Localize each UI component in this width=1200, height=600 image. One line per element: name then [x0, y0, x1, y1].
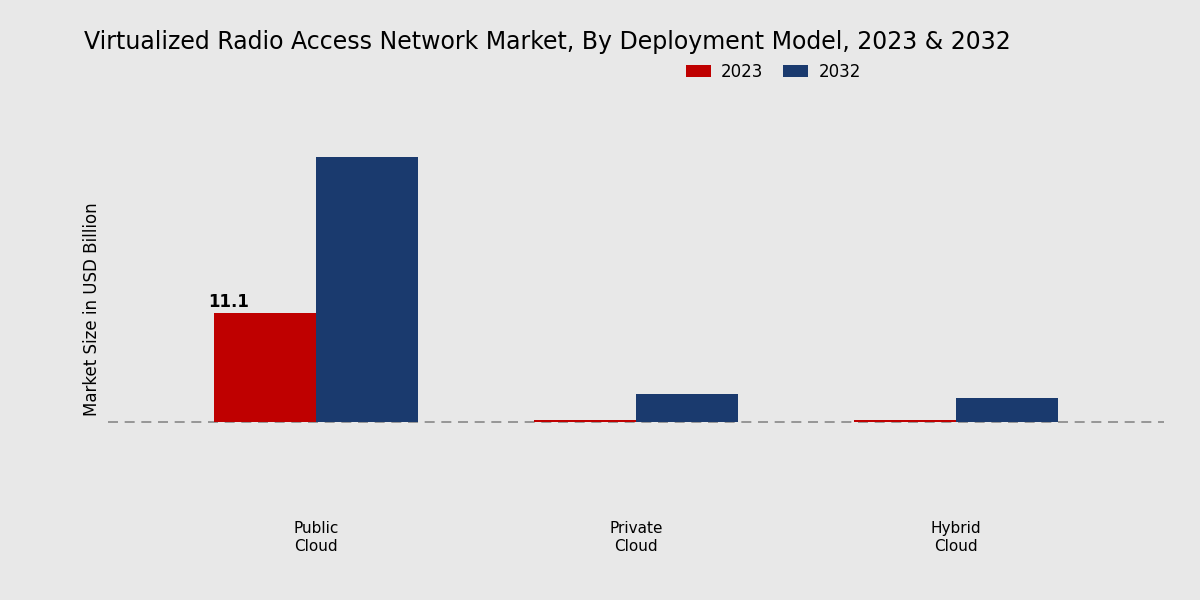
Bar [214, 313, 316, 422]
Bar [534, 420, 636, 422]
Legend: 2023, 2032: 2023, 2032 [679, 56, 868, 88]
Bar [316, 157, 419, 422]
Bar [636, 394, 738, 422]
Bar [956, 398, 1058, 422]
Text: Virtualized Radio Access Network Market, By Deployment Model, 2023 & 2032: Virtualized Radio Access Network Market,… [84, 30, 1010, 54]
Text: 11.1: 11.1 [209, 293, 250, 311]
Y-axis label: Market Size in USD Billion: Market Size in USD Billion [83, 202, 101, 416]
Bar [853, 420, 956, 422]
